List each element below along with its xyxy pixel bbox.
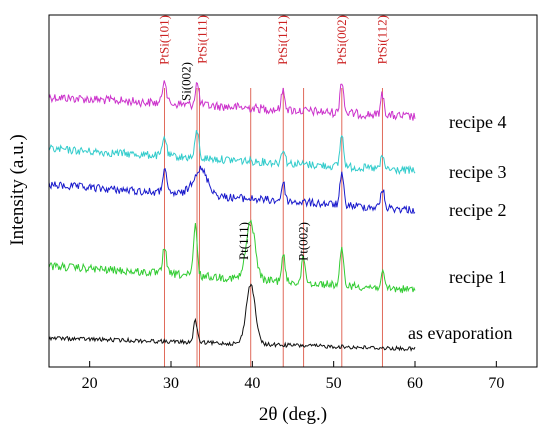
peak-label-pt002: Pt(002)	[296, 222, 311, 261]
peak-label-si002: Si(002)	[178, 62, 193, 101]
x-tick-label-30: 30	[163, 375, 179, 392]
series-label-as-evaporation: as evaporation	[408, 323, 512, 343]
series-line-as-evaporation	[48, 283, 416, 352]
x-tick-label-20: 20	[82, 375, 98, 392]
series-lines	[48, 80, 416, 352]
series-line-recipe-3	[48, 130, 416, 176]
y-axis-label: Intensity (a.u.)	[7, 134, 28, 245]
series-line-recipe-4	[48, 80, 416, 121]
plot-frame	[48, 14, 538, 368]
series-label-recipe-4: recipe 4	[449, 112, 506, 132]
series-label-recipe-2: recipe 2	[449, 200, 506, 220]
x-axis-ticks: 20 30 40 50 60 70	[82, 361, 504, 392]
series-label-recipe-3: recipe 3	[449, 162, 506, 182]
x-axis-label: 2θ (deg.)	[259, 404, 327, 425]
peak-label-ptsi002: PtSi(002)	[334, 15, 349, 65]
x-tick-label-70: 70	[488, 375, 504, 392]
peak-label-pt111: Pt(111)	[236, 222, 251, 260]
x-tick-label-50: 50	[326, 375, 342, 392]
peak-label-ptsi112: PtSi(112)	[374, 15, 389, 64]
peak-label-ptsi121: PtSi(121)	[275, 15, 290, 65]
peak-label-ptsi111: PtSi(111)	[194, 15, 209, 64]
series-line-recipe-2	[48, 165, 416, 215]
series-label-recipe-1: recipe 1	[449, 267, 506, 287]
x-tick-label-40: 40	[244, 375, 260, 392]
series-line-recipe-1	[48, 219, 416, 294]
peak-label-ptsi101: PtSi(101)	[156, 15, 171, 65]
peak-labels: PtSi(101) PtSi(111)Si(002) PtSi(121) PtSi(0…	[156, 15, 389, 261]
reference-lines	[163, 88, 383, 367]
series-labels: recipe 4 recipe 3 recipe 2 recipe 1 as evapo…	[408, 112, 512, 343]
x-tick-label-60: 60	[407, 375, 423, 392]
